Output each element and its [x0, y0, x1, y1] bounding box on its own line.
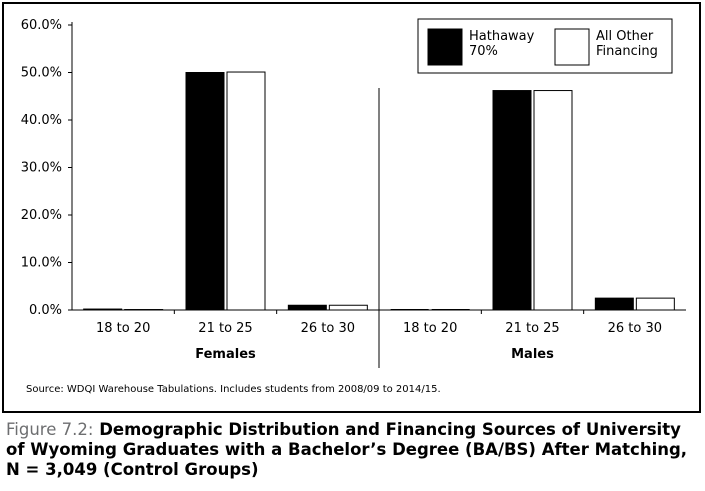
source-note: Source: WDQI Warehouse Tabulations. Incl…	[26, 384, 441, 395]
y-tick-label: 60.0%	[21, 18, 62, 33]
bar	[328, 304, 368, 311]
labels: 0.0% 10.0% 20.0% 30.0% 40.0% 50.0% 60.0% 18 to …	[21, 18, 662, 362]
bar	[492, 90, 532, 311]
x-tick-label: 21 to 25	[505, 321, 559, 336]
group-label: Females	[195, 347, 256, 362]
axes	[68, 22, 686, 368]
y-tick-label: 0.0%	[29, 303, 62, 318]
legend-label: All Other Financing	[596, 29, 658, 59]
x-tick-label: 18 to 20	[403, 321, 457, 336]
bar	[226, 71, 266, 311]
x-tick-label: 26 to 30	[608, 321, 662, 336]
y-tick-label: 50.0%	[21, 66, 62, 81]
legend-swatch	[427, 28, 463, 66]
bar	[594, 297, 634, 311]
bars	[83, 71, 675, 311]
y-tick-label: 30.0%	[21, 161, 62, 176]
x-tick-label: 26 to 30	[301, 321, 355, 336]
y-tick-label: 10.0%	[21, 256, 62, 271]
x-tick-label: 18 to 20	[96, 321, 150, 336]
legend: Hathaway 70% All Other Financing	[417, 18, 673, 74]
bar	[185, 72, 225, 311]
legend-swatch	[554, 28, 590, 66]
caption-text: Demographic Distribution and Financing S…	[6, 420, 688, 479]
bar	[287, 304, 327, 311]
figure-number: Figure 7.2:	[6, 420, 94, 439]
group-label: Males	[511, 347, 554, 362]
y-tick-label: 20.0%	[21, 208, 62, 223]
figure-caption: Figure 7.2: Demographic Distribution and…	[6, 420, 703, 480]
bar-chart: 0.0% 10.0% 20.0% 30.0% 40.0% 50.0% 60.0% 18 to …	[21, 18, 686, 368]
bar	[533, 90, 573, 311]
bar	[83, 308, 123, 311]
x-tick-label: 21 to 25	[198, 321, 252, 336]
y-tick-label: 40.0%	[21, 113, 62, 128]
bar	[635, 297, 675, 311]
legend-label: Hathaway 70%	[469, 29, 535, 59]
